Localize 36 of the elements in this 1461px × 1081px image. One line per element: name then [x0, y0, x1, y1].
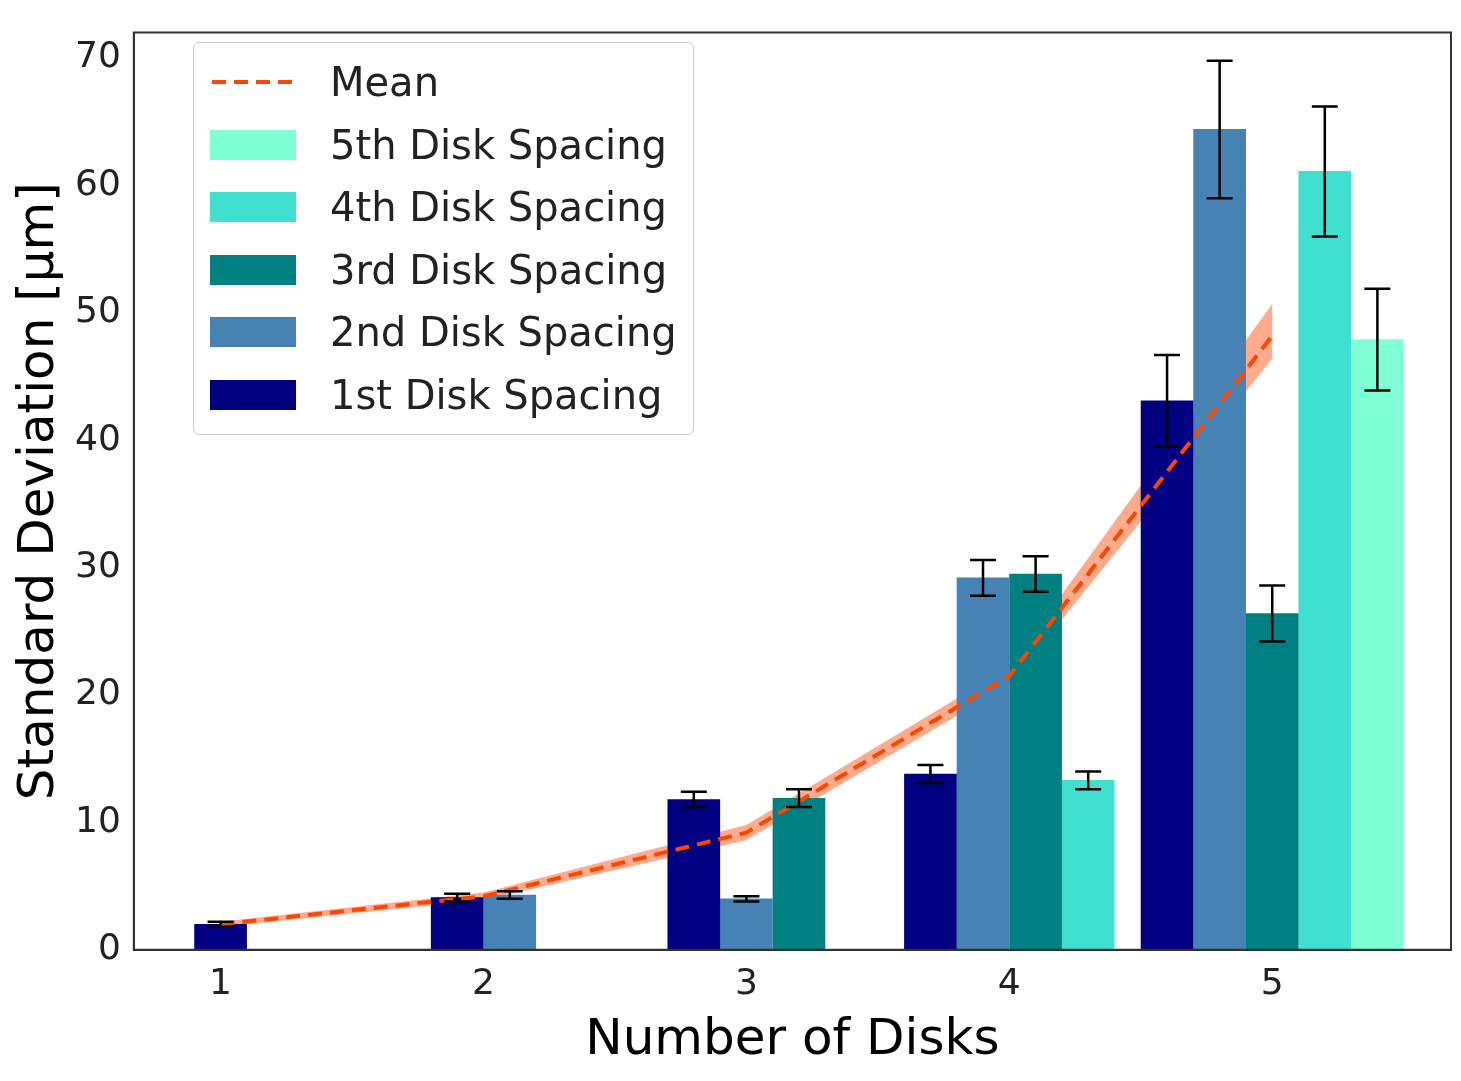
bar	[1193, 129, 1246, 950]
bar	[1061, 780, 1115, 950]
y-tick-label: 30	[75, 543, 121, 585]
x-tick-label: 5	[1260, 960, 1284, 1002]
bar	[720, 898, 773, 950]
bar	[904, 773, 957, 950]
x-tick-label: 3	[734, 960, 758, 1002]
y-tick-label: 70	[75, 34, 121, 76]
bar	[1351, 339, 1404, 950]
legend-label: 2nd Disk Spacing	[330, 309, 677, 356]
bar	[483, 894, 537, 950]
y-axis-title: Standard Deviation [µm]	[6, 182, 65, 801]
bar	[667, 799, 721, 950]
y-tick-label: 20	[75, 671, 121, 713]
y-tick-label: 40	[75, 416, 121, 458]
x-tick-label: 4	[997, 960, 1021, 1002]
x-tick-label: 1	[209, 960, 233, 1002]
bar	[956, 577, 1010, 950]
legend-label: 4th Disk Spacing	[330, 184, 667, 231]
legend-label: Mean	[330, 59, 439, 106]
legend-label: 3rd Disk Spacing	[330, 246, 668, 293]
y-tick-label: 0	[97, 926, 121, 968]
x-tick-label: 2	[472, 960, 495, 1002]
bar	[194, 923, 247, 950]
bar	[1298, 171, 1352, 950]
y-tick-label: 50	[75, 289, 121, 331]
bar	[772, 797, 826, 950]
y-tick-label: 10	[75, 798, 121, 840]
bar	[1009, 573, 1062, 950]
legend-label: 1st Disk Spacing	[330, 371, 663, 418]
legend-label: 5th Disk Spacing	[330, 121, 667, 168]
bar	[430, 897, 484, 950]
x-axis-title: Number of Disks	[585, 1007, 1000, 1066]
bar	[1140, 400, 1194, 950]
bar	[1245, 613, 1299, 950]
y-tick-label: 60	[75, 161, 121, 203]
